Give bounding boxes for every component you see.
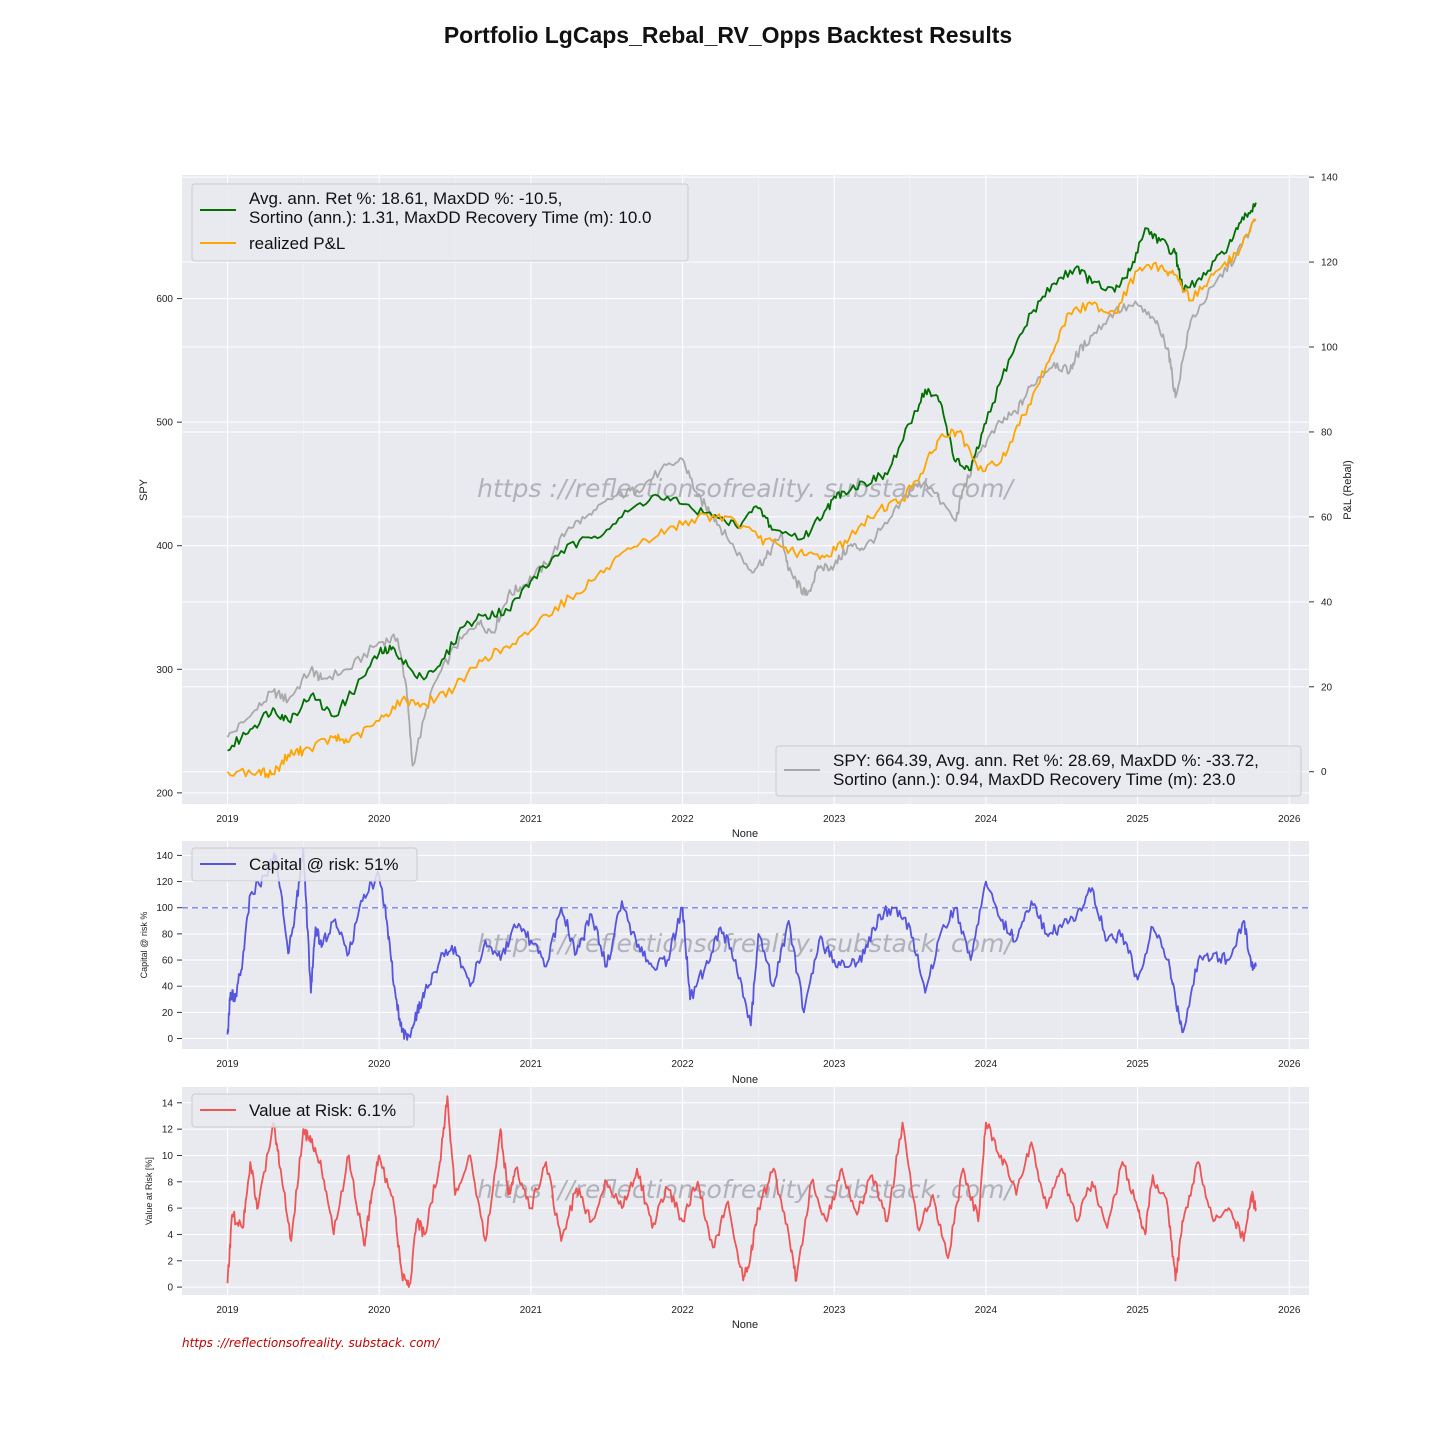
y-tick-label: 120 [156,877,173,888]
x-tick-label: 2020 [368,1305,391,1316]
main-xlabel: None [732,828,758,840]
main-series [226,202,1257,779]
figure-title: Portfolio LgCaps_Rebal_RV_Opps Backtest … [443,22,1013,48]
y-right-tick-label: 60 [1321,512,1333,523]
y-tick-label: 100 [156,903,173,914]
y-tick-label: 0 [167,1034,173,1045]
y-tick-label: 10 [162,1151,174,1162]
var-x-ticks: 2019 2020 2021 2022 2023 2024 2025 2026 [216,1305,1300,1316]
legend-box [191,183,689,262]
main-ylabel: SPY [138,478,150,501]
y-tick-label: 2 [167,1256,173,1267]
x-tick-label: 2021 [520,814,543,825]
x-tick-label: 2025 [1126,1305,1149,1316]
x-tick-label: 2019 [216,814,239,825]
legend-realized-label: realized P&L [249,234,345,253]
y-tick-label: 6 [167,1204,173,1215]
capital-legend: Capital @ risk: 51% [191,847,418,882]
var-watermark: https ://reflectionsofreality. substack.… [477,1175,1015,1204]
capital-ylabel: Capital @ risk % [139,912,149,979]
capital-watermark: https ://reflectionsofreality. substack.… [477,929,1015,958]
main-legend-strategy: Avg. ann. Ret %: 18.61, MaxDD %: -10.5, … [191,183,689,262]
y-tick-label: 14 [162,1098,174,1109]
y-right-tick-label: 80 [1321,427,1333,438]
y-tick-label: 400 [156,541,173,552]
spy-series-line [226,218,1257,767]
y-tick-label: 4 [167,1230,173,1241]
legend-box [775,745,1302,797]
x-tick-label: 2023 [823,814,846,825]
y-tick-label: 200 [156,788,173,799]
legend-var-label: Value at Risk: 6.1% [249,1101,396,1120]
main-right-ticks: 0 20 40 60 80 100 120 140 [1309,173,1338,778]
capital-y-ticks: 0 20 40 60 80 100 120 140 [156,851,182,1045]
realized-series-line [226,218,1256,779]
x-tick-label: 2022 [671,1305,694,1316]
y-tick-label: 8 [167,1177,173,1188]
var-panel: 0 2 4 6 8 10 12 14 2019 2020 2021 2022 2023 2024 2025… [144,1087,1309,1331]
y-tick-label: 60 [162,956,174,967]
main-legend-spy: SPY: 664.39, Avg. ann. Ret %: 28.69, Max… [775,745,1302,797]
main-x-ticks: 2019 2020 2021 2022 2023 2024 2025 2026 [216,814,1300,825]
main-watermark: https ://reflectionsofreality. substack.… [477,474,1015,503]
legend-spy-line1: SPY: 664.39, Avg. ann. Ret %: 28.69, Max… [833,751,1259,770]
x-tick-label: 2023 [823,1059,846,1070]
y-tick-label: 300 [156,665,173,676]
main-ylabel-right: P&L (Rebal) [1342,460,1354,520]
y-right-tick-label: 120 [1321,258,1338,269]
x-tick-label: 2019 [216,1059,239,1070]
x-tick-label: 2020 [368,814,391,825]
legend-strategy-line2: Sortino (ann.): 1.31, MaxDD Recovery Tim… [249,208,651,227]
legend-box [191,1093,415,1128]
x-tick-label: 2019 [216,1305,239,1316]
x-tick-label: 2024 [975,1059,998,1070]
x-tick-label: 2026 [1278,814,1301,825]
x-tick-label: 2022 [671,1059,694,1070]
var-legend: Value at Risk: 6.1% [191,1093,415,1128]
y-tick-label: 12 [162,1125,174,1136]
y-right-tick-label: 0 [1321,767,1327,778]
legend-capital-label: Capital @ risk: 51% [249,855,399,874]
main-left-ticks: 200 300 400 500 600 [156,294,182,799]
y-right-tick-label: 100 [1321,343,1338,354]
var-ylabel: Value at Risk [%] [144,1157,154,1225]
var-xlabel: None [732,1319,758,1331]
x-tick-label: 2025 [1126,814,1149,825]
var-y-ticks: 0 2 4 6 8 10 12 14 [162,1098,182,1294]
x-tick-label: 2026 [1278,1305,1301,1316]
x-tick-label: 2021 [520,1059,543,1070]
x-tick-label: 2025 [1126,1059,1149,1070]
y-tick-label: 0 [167,1283,173,1294]
y-tick-label: 40 [162,982,174,993]
y-tick-label: 500 [156,418,173,429]
x-tick-label: 2026 [1278,1059,1301,1070]
footer-url: https ://reflectionsofreality. substack.… [182,1336,440,1350]
legend-box [191,847,418,882]
strategy-series-line [227,202,1257,752]
y-tick-label: 80 [162,929,174,940]
legend-spy-line2: Sortino (ann.): 0.94, MaxDD Recovery Tim… [833,770,1235,789]
capital-xlabel: None [732,1074,758,1086]
var-series [226,1095,1257,1288]
x-tick-label: 2024 [975,814,998,825]
x-tick-label: 2020 [368,1059,391,1070]
y-tick-label: 140 [156,851,173,862]
x-tick-label: 2021 [520,1305,543,1316]
var-series-line [226,1095,1257,1288]
y-tick-label: 20 [162,1008,174,1019]
capital-series-line [226,847,1257,1041]
capital-series [226,847,1257,1041]
y-right-tick-label: 20 [1321,682,1333,693]
y-tick-label: 600 [156,294,173,305]
y-right-tick-label: 40 [1321,597,1333,608]
capital-x-ticks: 2019 2020 2021 2022 2023 2024 2025 2026 [216,1059,1300,1070]
x-tick-label: 2024 [975,1305,998,1316]
x-tick-label: 2023 [823,1305,846,1316]
y-right-tick-label: 140 [1321,173,1338,184]
x-tick-label: 2022 [671,814,694,825]
legend-strategy-line1: Avg. ann. Ret %: 18.61, MaxDD %: -10.5, [249,189,562,208]
